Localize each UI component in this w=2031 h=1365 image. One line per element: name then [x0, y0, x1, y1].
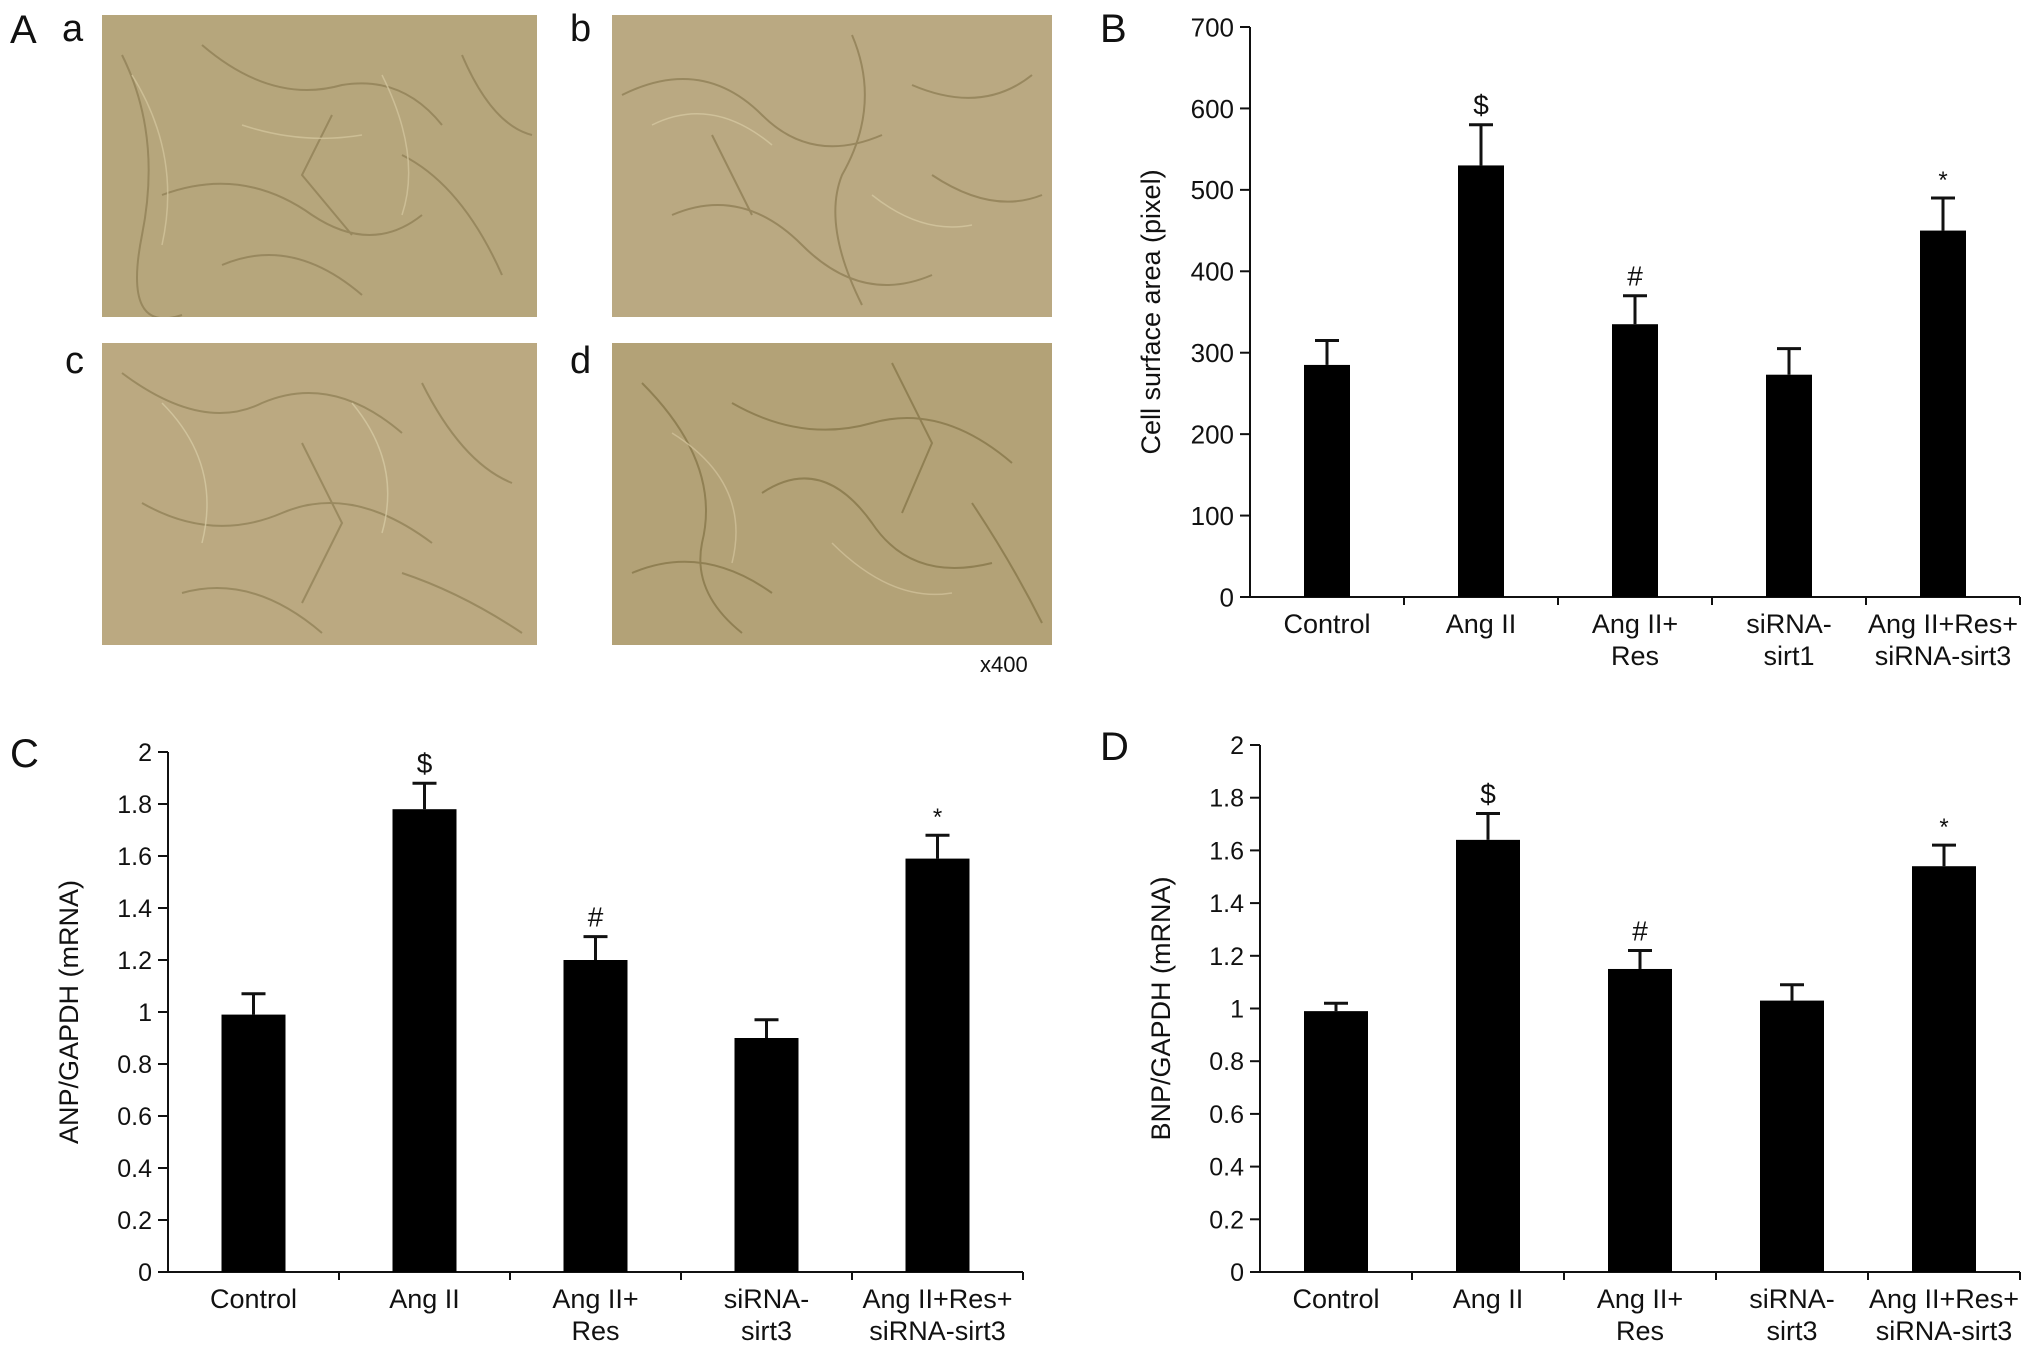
significance-mark-c: *	[933, 804, 942, 831]
bar-d	[1912, 866, 1976, 1272]
significance-mark-d: #	[1632, 916, 1648, 947]
category-label-b: sirt1	[1763, 641, 1814, 671]
subpanel-b-letter: b	[570, 8, 592, 50]
y-tick-label-d: 0	[1230, 1259, 1244, 1287]
category-label-c: Control	[210, 1284, 297, 1314]
category-label-d: Ang II+	[1597, 1284, 1683, 1314]
y-tick-label-b: 300	[1191, 338, 1234, 368]
significance-mark-b: #	[1627, 261, 1643, 292]
y-tick-label-d: 1.2	[1209, 943, 1244, 971]
category-label-b: siRNA-	[1746, 609, 1832, 639]
category-label-c: Ang II+	[552, 1284, 638, 1314]
significance-mark-d: $	[1480, 779, 1496, 810]
panel-d-letter: D	[1100, 725, 1129, 769]
subpanel-a-letter: a	[62, 8, 84, 50]
y-tick-label-b: 400	[1191, 257, 1234, 287]
y-tick-label-d: 2	[1230, 732, 1244, 760]
y-tick-label-d: 0.6	[1209, 1101, 1244, 1129]
panel-a-letter: A	[10, 8, 37, 52]
bar-d	[1760, 1000, 1824, 1272]
y-tick-label-c: 2	[138, 739, 152, 767]
bar-b	[1766, 374, 1812, 597]
y-tick-label-d: 1.8	[1209, 785, 1244, 813]
y-tick-label-c: 1.4	[117, 895, 152, 923]
category-label-b: Ang II+Res+	[1868, 609, 2018, 639]
significance-mark-c: $	[417, 748, 433, 779]
y-tick-label-b: 700	[1191, 12, 1234, 42]
category-label-b: Ang II	[1446, 609, 1517, 639]
bar-b	[1920, 230, 1966, 598]
y-tick-label-c: 1.6	[117, 843, 152, 871]
category-label-d: sirt3	[1766, 1316, 1817, 1346]
category-label-c: siRNA-sirt3	[869, 1316, 1006, 1346]
chart-b: B 0 100 200 300 400 500 600 700 Cell surface area…	[1100, 7, 2021, 671]
subpanel-c-letter: c	[65, 340, 84, 382]
category-label-b: Ang II+	[1592, 609, 1678, 639]
y-tick-label-d: 0.2	[1209, 1206, 1244, 1234]
category-label-b: Control	[1283, 609, 1370, 639]
y-tick-label-c: 1.8	[117, 791, 152, 819]
micrograph-d	[612, 343, 1052, 645]
bar-b	[1458, 165, 1504, 597]
significance-mark-b: *	[1938, 167, 1947, 194]
y-tick-label-c: 0.4	[117, 1155, 152, 1183]
chart-c: C 0 0.2 0.4 0.6 0.8 1 1.2 1.4 1.6 1.8 2 ANP/GAPDH (m…	[10, 732, 1024, 1346]
y-tick-label-c: 0	[138, 1259, 152, 1287]
category-label-d: siRNA-sirt3	[1876, 1316, 2013, 1346]
category-label-d: Ang II+Res+	[1869, 1284, 2019, 1314]
y-tick-label-c: 0.2	[117, 1207, 152, 1235]
y-tick-label-c: 1	[138, 999, 152, 1027]
y-tick-label-c: 1.2	[117, 947, 152, 975]
category-label-c: Ang II	[389, 1284, 460, 1314]
bar-d	[1304, 1011, 1368, 1272]
chart-d: D 0 0.2 0.4 0.6 0.8 1 1.2 1.4 1.6 1.8 2 BNP/GAPDH (m…	[1100, 725, 2021, 1346]
category-label-c: sirt3	[741, 1316, 792, 1346]
bar-c	[905, 858, 970, 1272]
y-axis-label-b: Cell surface area (pixel)	[1136, 169, 1166, 454]
bar-b	[1612, 324, 1658, 597]
micrograph-a	[102, 15, 537, 317]
y-tick-label-d: 1	[1230, 996, 1244, 1024]
category-label-d: siRNA-	[1749, 1284, 1835, 1314]
bar-c	[221, 1014, 286, 1272]
significance-mark-b: $	[1473, 90, 1489, 121]
category-label-d: Res	[1616, 1316, 1664, 1346]
y-tick-label-d: 1.4	[1209, 890, 1244, 918]
category-label-c: siRNA-	[724, 1284, 810, 1314]
y-tick-label-c: 0.6	[117, 1103, 152, 1131]
magnification-label: x400	[980, 652, 1028, 677]
y-tick-label-b: 0	[1220, 582, 1234, 612]
subpanel-d-letter: d	[570, 340, 592, 382]
y-tick-label-b: 500	[1191, 175, 1234, 205]
y-axis-label-c: ANP/GAPDH (mRNA)	[54, 880, 84, 1144]
category-label-b: siRNA-sirt3	[1875, 641, 2012, 671]
y-tick-label-d: 0.8	[1209, 1048, 1244, 1076]
panel-c-letter: C	[10, 732, 39, 776]
y-tick-label-c: 0.8	[117, 1051, 152, 1079]
bar-b	[1304, 364, 1350, 597]
bar-c	[734, 1038, 799, 1272]
significance-mark-c: #	[588, 902, 604, 933]
bar-d	[1608, 968, 1672, 1272]
y-axis-label-d: BNP/GAPDH (mRNA)	[1146, 876, 1176, 1140]
category-label-d: Control	[1292, 1284, 1379, 1314]
bar-d	[1456, 839, 1520, 1272]
micrograph-c	[102, 343, 537, 645]
y-tick-label-d: 0.4	[1209, 1154, 1244, 1182]
y-tick-label-b: 100	[1191, 501, 1234, 531]
panel-b-letter: B	[1100, 7, 1127, 51]
significance-mark-d: *	[1939, 814, 1948, 841]
bar-c	[392, 809, 457, 1272]
bar-c	[563, 960, 628, 1272]
y-tick-label-b: 200	[1191, 420, 1234, 450]
y-tick-label-d: 1.6	[1209, 837, 1244, 865]
micrograph-b	[612, 15, 1052, 317]
category-label-b: Res	[1611, 641, 1659, 671]
category-label-d: Ang II	[1453, 1284, 1524, 1314]
y-tick-label-b: 600	[1191, 94, 1234, 124]
category-label-c: Ang II+Res+	[862, 1284, 1012, 1314]
category-label-c: Res	[571, 1316, 619, 1346]
